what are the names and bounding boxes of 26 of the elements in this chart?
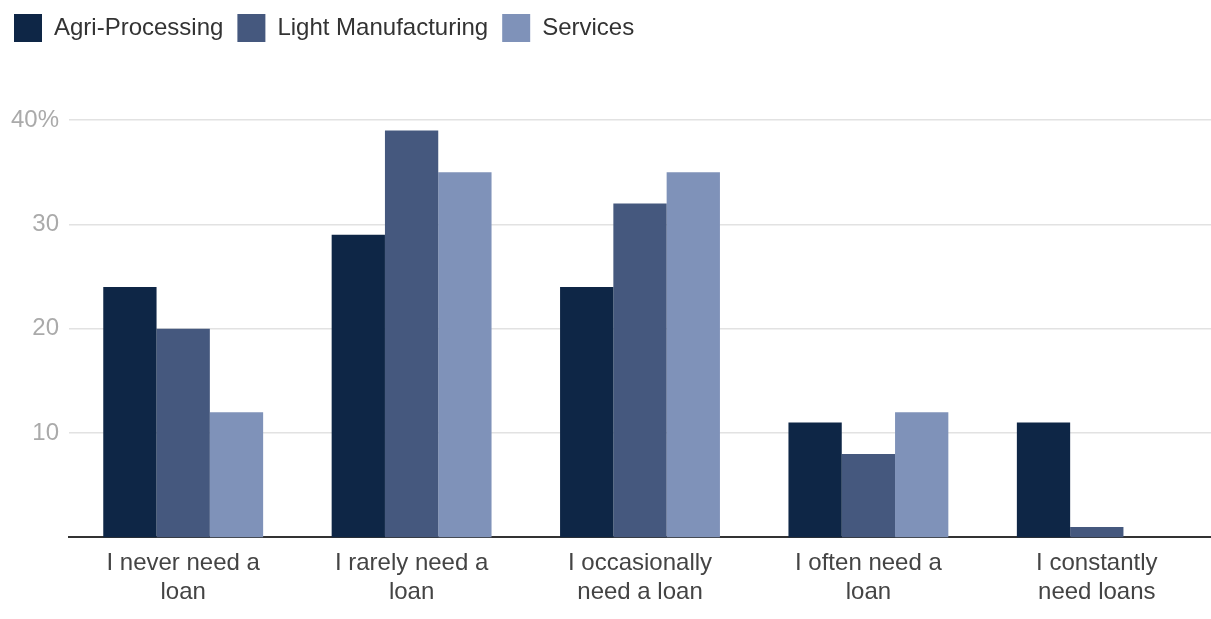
legend-label: Light Manufacturing [277, 12, 489, 40]
x-tick-label: I never need a loan [106, 548, 261, 605]
bar [841, 453, 896, 538]
bar [1070, 526, 1124, 538]
legend-label: Agri-Processing [54, 12, 224, 40]
bar [331, 234, 385, 538]
y-tick-label: 10 [32, 417, 59, 445]
bar [666, 172, 720, 538]
bar [103, 286, 157, 538]
bar [788, 422, 842, 538]
legend-label: Services [542, 12, 635, 40]
y-tick-label: 40% [10, 104, 59, 132]
bar [1016, 422, 1071, 538]
x-tick-label: I often need a loan [795, 548, 943, 605]
bar [560, 286, 614, 538]
y-tick-label: 20 [32, 313, 59, 341]
x-tick-label: I rarely need a loan [334, 548, 489, 605]
bar [384, 130, 439, 538]
bar [895, 412, 949, 538]
y-tick-label: 30 [32, 208, 59, 236]
bar [156, 328, 210, 538]
x-tick-label: I constantly need loans [1036, 548, 1158, 605]
bar [613, 203, 667, 538]
x-tick-label: I occasionally need a loan [567, 548, 713, 605]
bar [438, 172, 492, 538]
bar [209, 412, 264, 538]
